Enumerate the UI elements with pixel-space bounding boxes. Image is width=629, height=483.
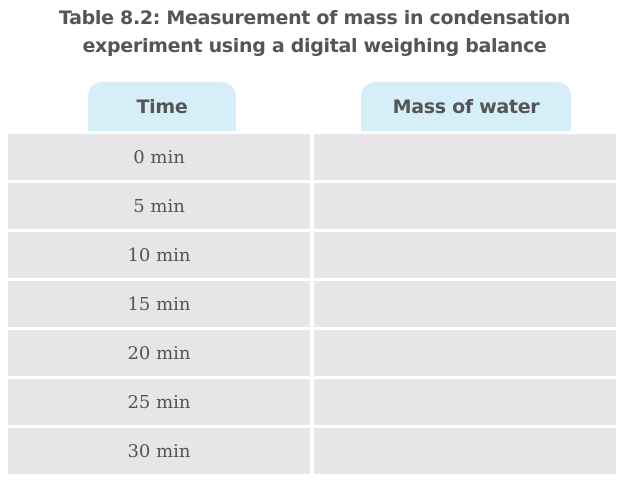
mass-cell bbox=[314, 428, 616, 474]
mass-cell bbox=[314, 281, 616, 327]
header-time: Time bbox=[88, 82, 236, 131]
mass-cell bbox=[314, 134, 616, 180]
mass-cell bbox=[314, 330, 616, 376]
time-cell: 5 min bbox=[8, 183, 310, 229]
table-caption: Table 8.2: Measurement of mass in conden… bbox=[0, 4, 629, 60]
caption-line-2: experiment using a digital weighing bala… bbox=[82, 35, 547, 57]
mass-cell bbox=[314, 379, 616, 425]
mass-cell bbox=[314, 183, 616, 229]
header-mass-of-water: Mass of water bbox=[361, 82, 571, 131]
caption-line-1: Table 8.2: Measurement of mass in conden… bbox=[58, 7, 571, 29]
time-cell: 15 min bbox=[8, 281, 310, 327]
time-cell: 0 min bbox=[8, 134, 310, 180]
time-cell: 10 min bbox=[8, 232, 310, 278]
time-cell: 25 min bbox=[8, 379, 310, 425]
time-cell: 30 min bbox=[8, 428, 310, 474]
mass-cell bbox=[314, 232, 616, 278]
time-cell: 20 min bbox=[8, 330, 310, 376]
